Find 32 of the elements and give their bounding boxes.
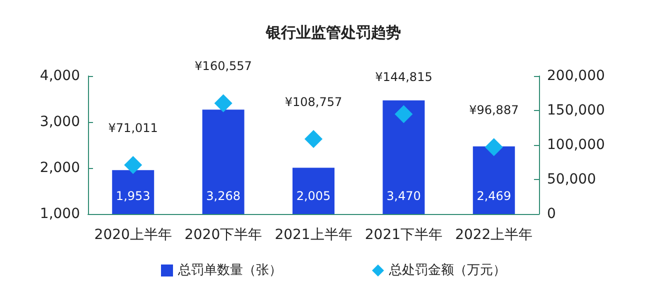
y-tick-label: 4,000 [40,68,80,84]
data-label: ¥96,887 [469,103,519,118]
y2-tick-label: 150,000 [547,102,605,118]
x-tick-label: 2021上半年 [274,227,352,243]
x-tick-label: 2021下半年 [364,227,443,243]
data-label: 2,469 [476,189,512,203]
data-label: ¥160,557 [194,59,252,74]
data-label: 2,005 [296,189,331,203]
legend-label: 总处罚金额（万元） [388,263,506,278]
x-tick-label: 2020下半年 [184,227,262,243]
y2-tick-label: 200,000 [547,68,605,84]
data-label: ¥108,757 [284,94,342,109]
data-label: ¥71,011 [108,121,158,135]
y2-tick-label: 100,000 [547,137,605,153]
data-label: 3,470 [386,189,421,203]
point [214,94,232,112]
data-label: 1,953 [116,189,150,203]
legend-label: 总罚单数量（张） [177,263,282,278]
point [304,130,322,148]
y2-tick-label: 0 [547,206,556,222]
data-label: ¥144,815 [375,70,432,84]
point [124,156,142,174]
y-tick-label: 1,000 [40,206,80,222]
point [484,138,503,156]
y2-tick-label: 50,000 [547,172,596,188]
y-tick-label: 3,000 [40,114,80,130]
chart-title: 银行业监管处罚趋势 [265,24,401,42]
point [394,105,413,124]
data-label: 3,268 [206,189,240,203]
x-tick-label: 2020上半年 [94,227,172,243]
x-tick-label: 2022上半年 [455,227,533,243]
y-tick-label: 2,000 [40,160,80,176]
